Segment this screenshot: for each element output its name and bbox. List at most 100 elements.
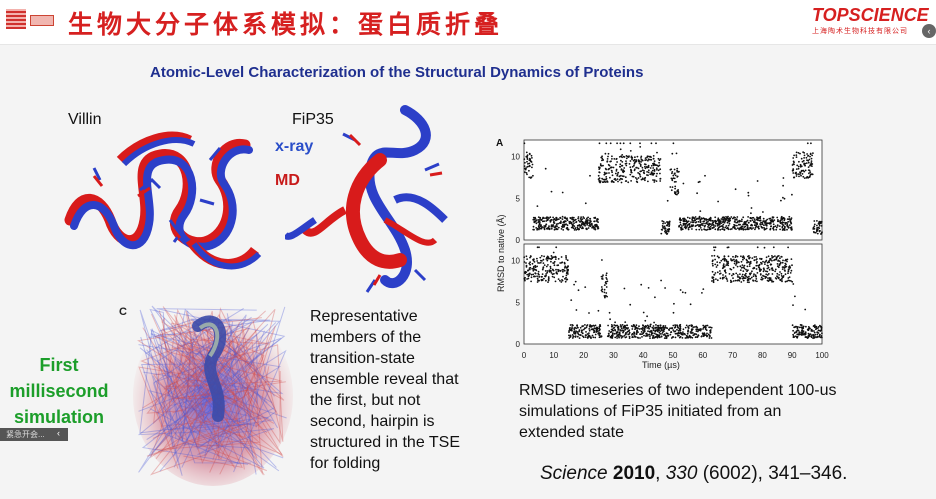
rmsd-point xyxy=(594,333,597,336)
rmsd-point xyxy=(721,267,724,270)
rmsd-point xyxy=(623,334,626,337)
ensemble-strand xyxy=(151,313,236,469)
rmsd-point xyxy=(694,336,697,339)
rmsd-point xyxy=(643,334,645,337)
rmsd-point xyxy=(753,266,755,269)
rmsd-point xyxy=(793,161,795,164)
rmsd-point xyxy=(592,226,595,228)
rmsd-point xyxy=(655,329,658,331)
rmsd-point xyxy=(577,228,580,231)
rmsd-point xyxy=(646,156,648,159)
rmsd-point xyxy=(794,295,796,298)
rmsd-point xyxy=(651,326,654,329)
rmsd-point xyxy=(597,221,599,223)
rmsd-point xyxy=(801,334,803,336)
rmsd-point xyxy=(780,275,783,277)
rmsd-point xyxy=(663,225,666,228)
rmsd-point xyxy=(760,276,763,279)
rmsd-point xyxy=(713,273,715,276)
rmsd-point xyxy=(706,335,708,338)
rmsd-point xyxy=(661,326,664,329)
rmsd-point xyxy=(590,223,593,226)
rmsd-point xyxy=(772,256,775,258)
rmsd-point xyxy=(602,164,604,167)
rmsd-point xyxy=(598,142,601,145)
rmsd-point xyxy=(611,171,613,174)
rmsd-point xyxy=(606,295,608,298)
rmsd-point xyxy=(628,335,631,338)
rmsd-point xyxy=(653,181,656,183)
first-line-1: First xyxy=(39,355,79,375)
rmsd-point xyxy=(813,220,816,222)
ensemble-strand xyxy=(156,317,270,428)
rmsd-point xyxy=(644,159,647,162)
rmsd-point xyxy=(774,255,776,257)
chevron-left-icon[interactable]: ‹ xyxy=(57,428,60,438)
rmsd-point xyxy=(549,216,552,219)
rmsd-point xyxy=(620,327,623,330)
rmsd-point xyxy=(583,217,585,220)
rmsd-point xyxy=(619,329,622,331)
rmsd-point xyxy=(555,225,558,227)
rmsd-point xyxy=(719,228,722,231)
rmsd-point xyxy=(547,281,549,283)
rmsd-point xyxy=(523,278,526,281)
ensemble-strand xyxy=(192,314,287,457)
rmsd-point xyxy=(679,329,681,332)
rmsd-point xyxy=(625,162,628,165)
rmsd-point xyxy=(710,337,713,339)
rmsd-point xyxy=(741,218,743,221)
rmsd-point xyxy=(769,228,772,231)
taskbar-popup[interactable]: 紧急开会... ‹ xyxy=(0,428,68,441)
rmsd-point xyxy=(586,228,588,231)
rmsd-point xyxy=(633,331,635,334)
rmsd-point xyxy=(646,334,649,336)
rmsd-point xyxy=(776,220,779,223)
rmsd-point xyxy=(652,179,654,181)
rmsd-point xyxy=(727,260,729,263)
rmsd-point xyxy=(730,259,733,262)
rmsd-point xyxy=(729,279,732,282)
rmsd-point xyxy=(731,274,733,277)
rmsd-point xyxy=(760,258,763,261)
rmsd-point xyxy=(595,331,598,333)
rmsd-point xyxy=(589,217,591,220)
rmsd-point xyxy=(659,158,662,160)
rmsd-point xyxy=(759,223,762,226)
rmsd-point xyxy=(606,160,609,163)
rmsd-point xyxy=(760,262,763,265)
rmsd-point xyxy=(653,327,655,329)
rmsd-point xyxy=(607,324,609,327)
rmsd-point xyxy=(608,311,611,314)
rmsd-point xyxy=(755,262,758,264)
tse-description: Representative members of the transition… xyxy=(310,308,460,472)
rmsd-point xyxy=(589,220,592,223)
rmsd-point xyxy=(536,257,538,260)
rmsd-point xyxy=(656,168,658,171)
rmsd-point xyxy=(819,222,822,225)
rmsd-point xyxy=(709,335,711,338)
rmsd-point xyxy=(762,277,764,280)
ensemble-strand xyxy=(149,314,268,459)
rmsd-point xyxy=(741,264,744,266)
rmsd-point xyxy=(547,226,550,229)
rmsd-point xyxy=(792,329,794,332)
rmsd-point xyxy=(587,216,589,219)
rmsd-point xyxy=(759,219,762,222)
ensemble-strand xyxy=(184,340,263,476)
ensemble-strand xyxy=(183,310,243,469)
rmsd-point xyxy=(604,181,607,183)
rmsd-point xyxy=(759,270,761,273)
chevron-left-icon[interactable]: ‹ xyxy=(922,24,936,38)
rmsd-point xyxy=(659,324,662,327)
rmsd-point xyxy=(821,332,823,335)
rmsd-point xyxy=(597,174,600,177)
ensemble-strand xyxy=(142,327,250,461)
rmsd-point xyxy=(664,287,666,289)
rmsd-point xyxy=(658,334,660,337)
rmsd-point xyxy=(555,223,558,226)
rmsd-point xyxy=(736,221,739,224)
ensemble-strand xyxy=(146,308,276,414)
rmsd-point xyxy=(702,224,704,227)
rmsd-point xyxy=(571,224,574,227)
